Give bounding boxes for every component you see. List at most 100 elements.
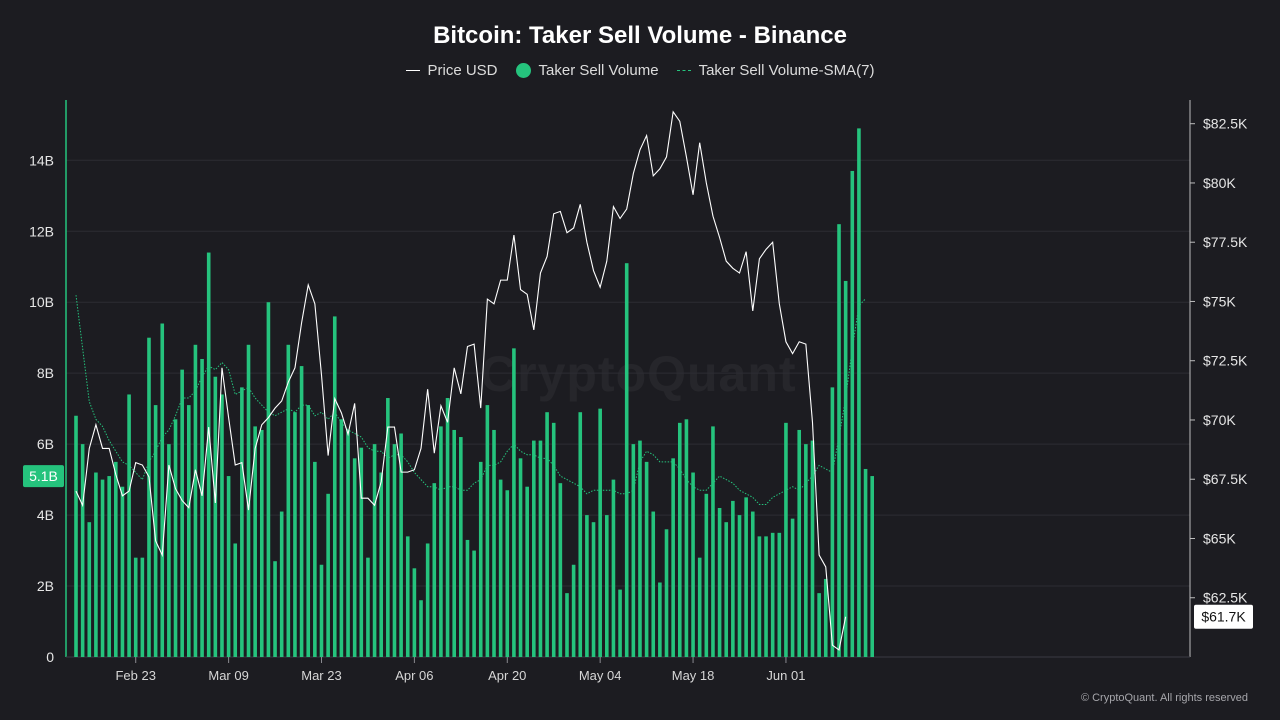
volume-bar [472,550,476,657]
volume-bar [677,422,682,657]
volume-bar [644,461,649,657]
volume-bar [240,387,244,657]
volume-bar [724,522,729,657]
volume-bar [332,316,337,657]
legend: Price USD Taker Sell Volume Taker Sell V… [0,62,1280,79]
volume-bar [94,472,98,657]
volume-bar [651,511,656,657]
volume-bar [186,405,191,657]
legend-label-sma: Taker Sell Volume-SMA(7) [698,62,875,79]
volume-bar [306,405,311,657]
volume-bar [525,486,529,657]
legend-item-volume[interactable]: Taker Sell Volume [515,62,659,79]
volume-bar [863,468,868,657]
y-right-tick-label: $62.5K [1203,590,1248,606]
volume-bar [823,578,828,657]
volume-bar [518,458,523,657]
volume-bar [80,444,85,657]
volume-bar [220,394,224,657]
volume-bar [498,479,503,657]
x-tick-label: Apr 06 [395,668,433,683]
volume-bar [359,447,364,657]
line-swatch-icon [405,70,420,71]
y-left-tick-label: 2B [37,578,54,594]
volume-bar [804,444,808,657]
volume-bar [551,422,556,657]
y-right-tick-label: $82.5K [1203,116,1248,132]
volume-bar [432,483,437,657]
volume-bar [452,429,456,657]
volume-bar [386,398,390,657]
volume-bar [817,593,821,657]
volume-bar [173,419,178,657]
volume-bar [412,568,417,657]
volume-bar [591,522,596,657]
volume-bar [167,444,171,657]
y-left-tick-label: 8B [37,365,54,381]
volume-bar [711,426,715,657]
volume-bar [545,412,549,657]
price-line [75,110,847,651]
current-volume-label: 5.1B [29,468,58,484]
x-tick-label: May 04 [579,668,622,683]
x-tick-label: Feb 23 [115,668,155,683]
copyright-text: © CryptoQuant. All rights reserved [1080,692,1248,704]
volume-bar [571,564,576,657]
volume-bar [87,522,92,657]
volume-bar [299,366,304,657]
volume-bar [784,422,788,657]
volume-bar [153,405,158,657]
y-left-tick-label: 4B [37,507,54,523]
volume-bar [857,128,861,657]
current-volume-badge [23,465,64,488]
volume-bar [664,529,669,657]
volume-bar [658,582,662,657]
volume-bar [326,493,330,657]
volume-bar [127,394,131,657]
volume-bar [618,589,622,657]
legend-label-volume: Taker Sell Volume [538,62,659,79]
legend-item-price[interactable]: Price USD [405,62,498,79]
volume-bar [459,437,463,657]
volume-bar [578,412,583,657]
volume-bar [233,543,238,657]
volume-bar [465,539,470,657]
volume-bar [505,490,510,657]
volume-bar [777,532,782,657]
volume-bar [585,515,589,657]
volume-bar [830,387,835,657]
volume-bar [266,302,271,657]
volume-bar [253,426,257,657]
volume-bar [870,476,874,657]
volume-bar [405,536,410,657]
volume-bar [485,405,490,657]
volume-bar [392,444,397,657]
volume-bar [691,472,695,657]
volume-bar [372,444,377,657]
volume-bar [624,263,629,657]
y-right-tick-label: $75K [1203,293,1236,309]
volume-bar [492,429,496,657]
x-tick-label: Apr 20 [488,668,526,683]
volume-bar [737,515,742,657]
watermark: CryptoQuant [480,345,797,403]
volume-bar [797,429,802,657]
dot-swatch-icon [515,63,531,78]
volume-bar [286,344,291,657]
volume-bar [107,476,111,657]
volume-bar [379,472,384,657]
volume-bar [279,511,284,657]
volume-bar [246,344,251,657]
volume-bar [180,369,184,657]
volume-bar [764,536,768,657]
volume-bar [697,557,702,657]
volume-bar [352,458,357,657]
y-right-tick-label: $77.5K [1203,234,1248,250]
volume-bar [445,398,450,657]
volume-bar [744,497,748,657]
legend-item-sma[interactable]: Taker Sell Volume-SMA(7) [676,62,875,79]
x-tick-label: May 18 [672,668,715,683]
x-tick-label: Mar 23 [301,668,341,683]
volume-bar [206,252,211,657]
